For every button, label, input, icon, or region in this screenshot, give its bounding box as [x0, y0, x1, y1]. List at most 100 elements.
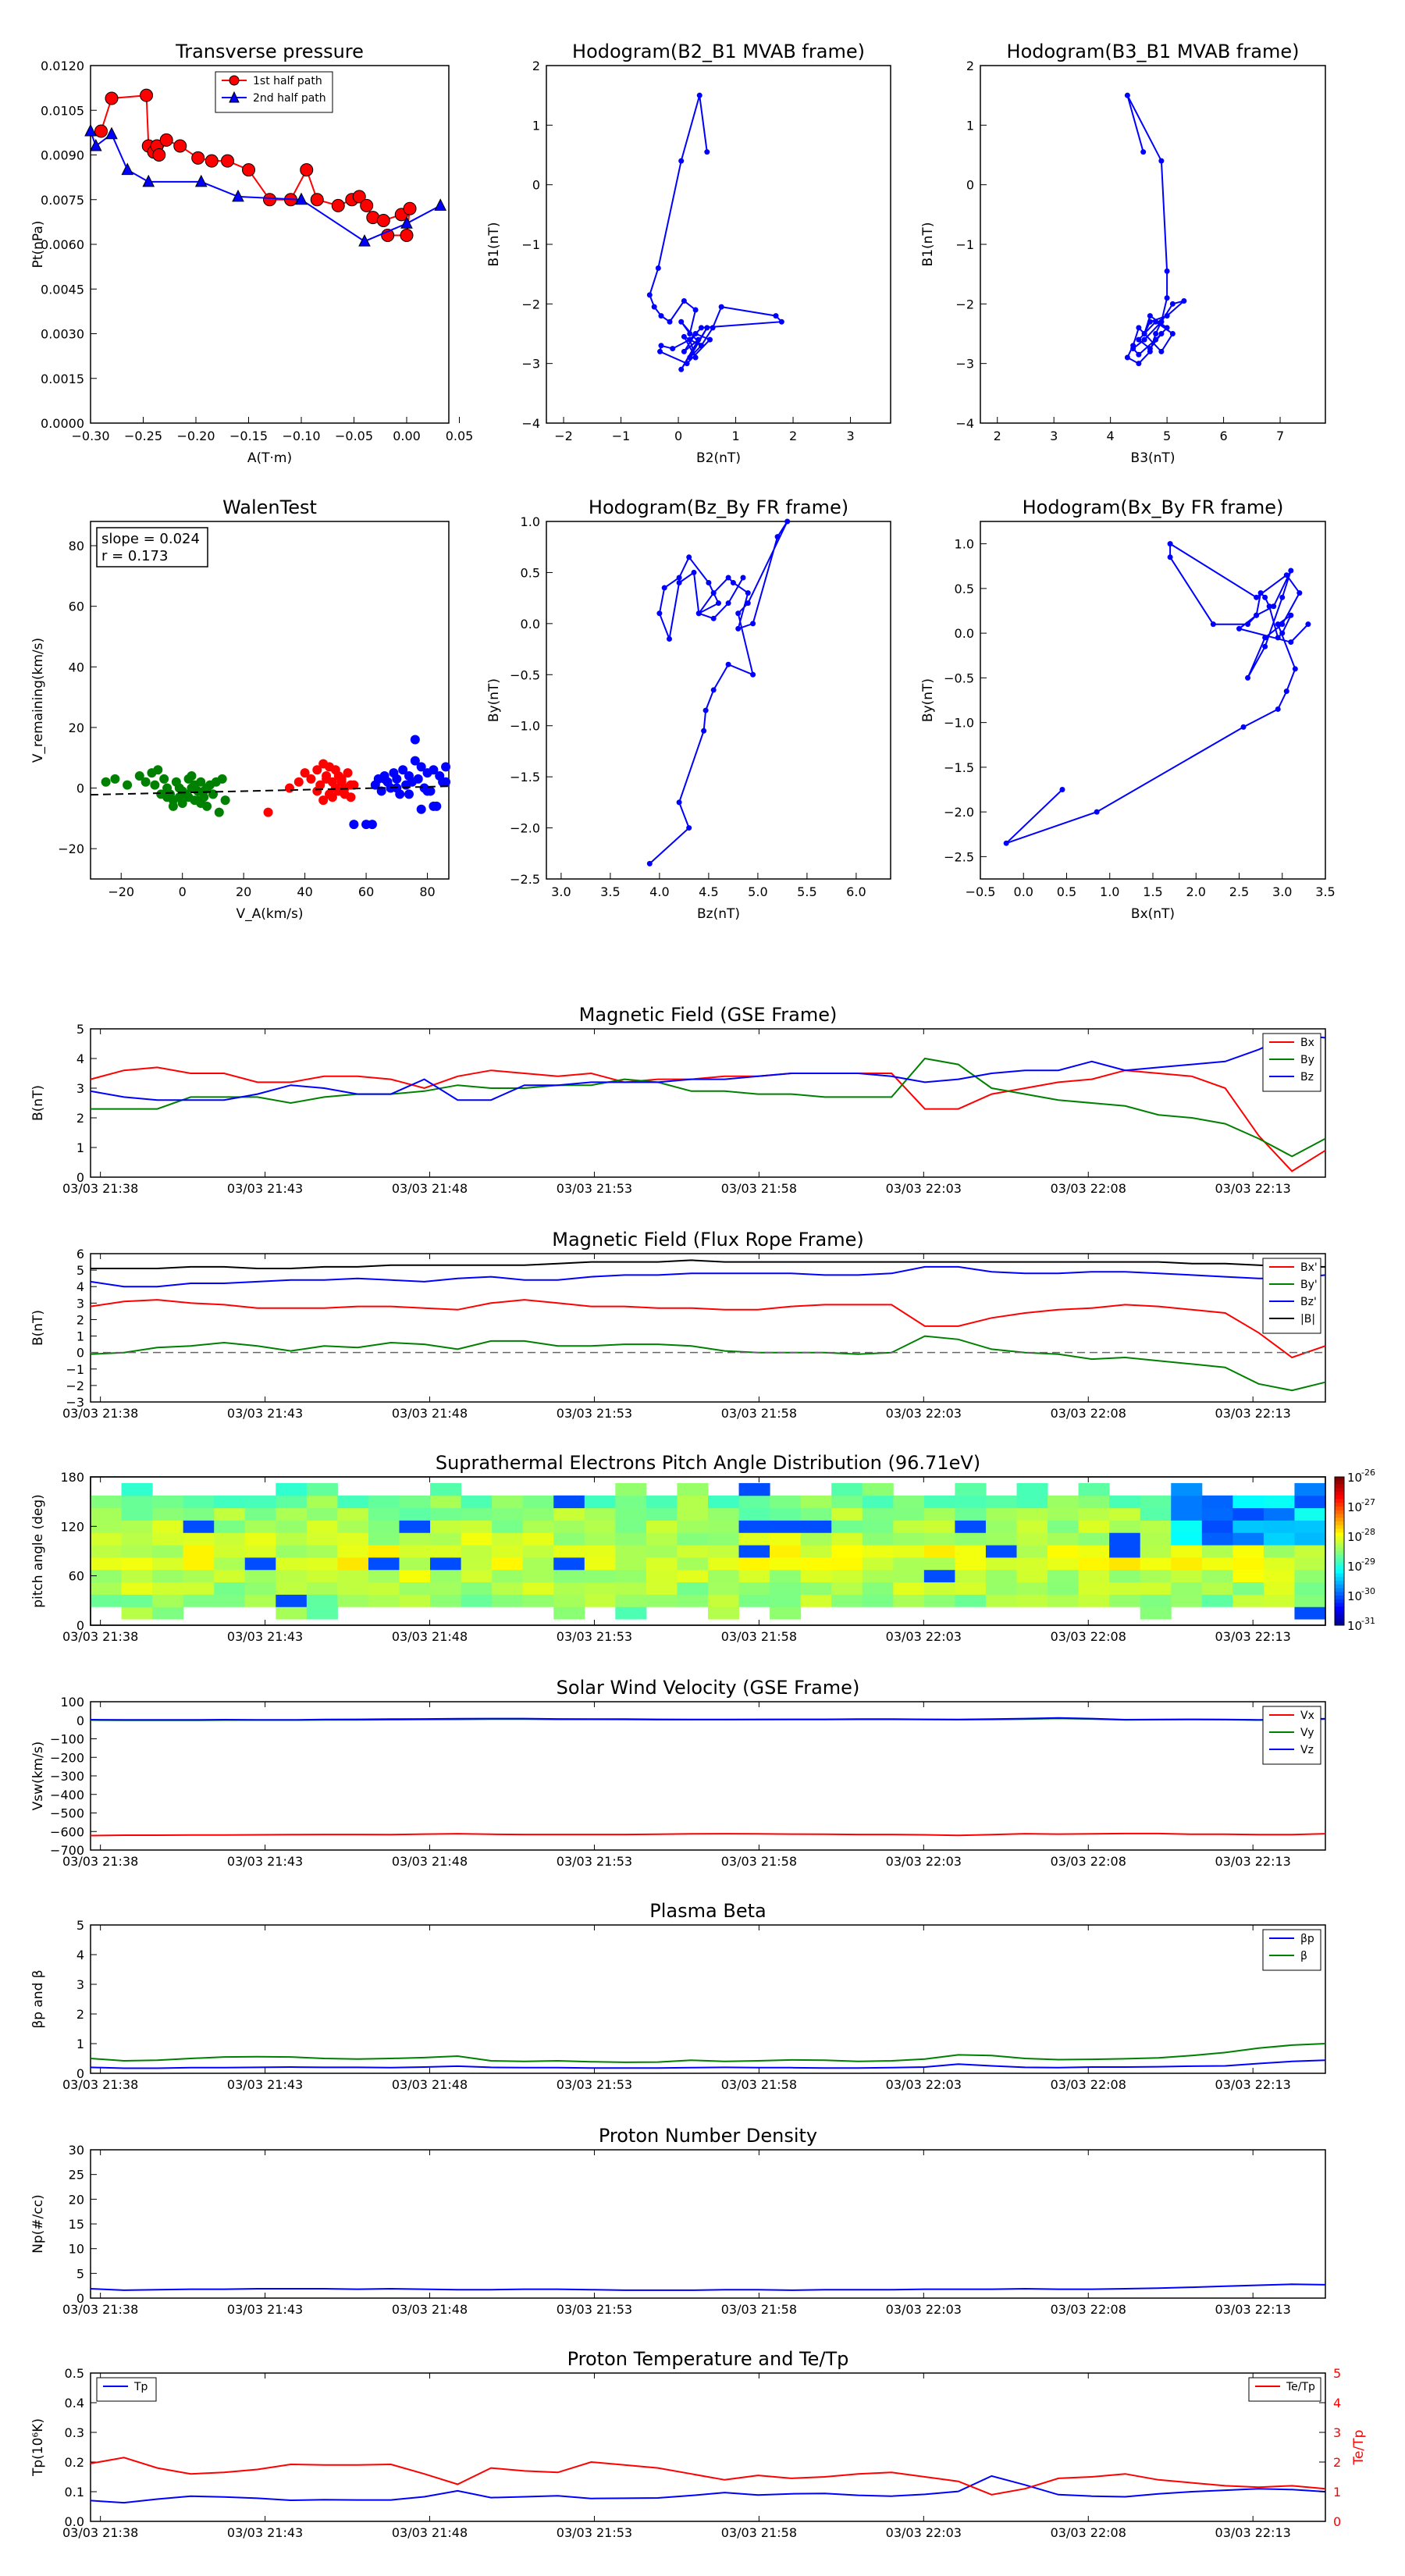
- data-point: [670, 346, 676, 352]
- heatmap-cell: [461, 1495, 493, 1509]
- colorbar-cell: [1335, 1584, 1344, 1589]
- y-tick-label: −2.5: [510, 872, 540, 887]
- heatmap-cell: [368, 1507, 400, 1521]
- legend-box: [1262, 1929, 1321, 1971]
- legend-label: Tp: [133, 2381, 148, 2393]
- x-tick-label: 03/03 21:48: [392, 1854, 468, 1869]
- heatmap-cell: [553, 1594, 585, 1607]
- x-tick-label: 03/03 21:43: [227, 1406, 303, 1421]
- data-point: [710, 590, 717, 596]
- x-tick-label: 1.5: [1143, 884, 1162, 899]
- colorbar-tick-exponent: -27: [1361, 1497, 1375, 1507]
- x-tick-label: 03/03 21:58: [721, 2302, 797, 2317]
- colorbar-cell: [1335, 1521, 1344, 1526]
- heatmap-cell: [770, 1582, 802, 1595]
- data-point: [140, 777, 151, 787]
- heatmap-cell: [152, 1557, 184, 1571]
- heatmap-cell: [584, 1594, 616, 1607]
- y-axis-label: B(nT): [30, 1310, 46, 1346]
- data-point: [1167, 541, 1173, 547]
- series-line: [90, 1265, 1326, 1288]
- colorbar-cell: [1335, 1510, 1344, 1514]
- heatmap-cell: [708, 1507, 740, 1521]
- plot-title: Hodogram(Bz_By FR frame): [589, 496, 848, 518]
- x-tick-label: 03/03 22:03: [886, 2302, 962, 2317]
- heatmap-cell: [1016, 1520, 1048, 1533]
- data-point: [745, 600, 751, 607]
- y-axis-label: Pt(nPa): [30, 221, 46, 269]
- heatmap-cell: [430, 1507, 462, 1521]
- data-point: [400, 229, 414, 243]
- data-point: [681, 298, 687, 304]
- heatmap-cell: [152, 1582, 184, 1595]
- legend-label: Bx': [1300, 1261, 1318, 1274]
- data-point: [306, 774, 316, 784]
- x-tick-label: 03/03 21:48: [392, 1629, 468, 1644]
- data-point: [1245, 621, 1251, 628]
- heatmap-cell: [276, 1482, 308, 1496]
- heatmap-cell: [553, 1545, 585, 1558]
- heatmap-cell: [955, 1482, 987, 1496]
- heatmap-cell: [615, 1582, 647, 1595]
- plot-title: Plasma Beta: [649, 1900, 766, 1922]
- plot-frame: [980, 65, 1326, 424]
- heatmap-cell: [337, 1582, 369, 1595]
- colorbar-cell: [1335, 1480, 1344, 1485]
- series-line: [90, 2043, 1326, 2063]
- heatmap-cell: [1048, 1495, 1080, 1509]
- y-tick-label: 40: [69, 660, 84, 674]
- plot-frame: [546, 521, 891, 880]
- heatmap-cell: [1294, 1557, 1326, 1571]
- data-point: [205, 154, 219, 168]
- heatmap-cell: [1171, 1594, 1203, 1607]
- y-tick-label: 3: [1333, 2425, 1341, 2440]
- plot-frame: [90, 1924, 1326, 2074]
- x-tick-label: 03/03 22:03: [886, 2525, 962, 2540]
- y-tick-label: 5: [76, 2266, 84, 2281]
- y-tick-label: 15: [69, 2217, 84, 2232]
- heatmap-cell: [1232, 1532, 1264, 1546]
- heatmap-cell: [183, 1557, 215, 1571]
- heatmap-cell: [800, 1532, 832, 1546]
- series-line: [90, 2059, 1326, 2069]
- heatmap-cell: [1201, 1495, 1233, 1509]
- data-point: [220, 795, 230, 806]
- heatmap-cell: [584, 1569, 616, 1583]
- x-tick-label: 03/03 21:58: [721, 1406, 797, 1421]
- x-axis-label: Bx(nT): [1131, 906, 1175, 922]
- heatmap-cell: [152, 1569, 184, 1583]
- heatmap-cell: [738, 1557, 770, 1571]
- heatmap-cell: [121, 1482, 153, 1496]
- heatmap-cell: [893, 1582, 925, 1595]
- heatmap-cell: [553, 1557, 585, 1571]
- y-tick-label: 5: [76, 1022, 84, 1037]
- data-point: [1158, 158, 1165, 164]
- heatmap-cell: [430, 1532, 462, 1546]
- plot-frame: [546, 65, 891, 424]
- series-line: [90, 2457, 1326, 2496]
- heatmap-cell: [770, 1532, 802, 1546]
- heatmap-cell: [1016, 1569, 1048, 1583]
- heatmap-cell: [183, 1507, 215, 1521]
- heatmap-cell: [1078, 1495, 1110, 1509]
- colorbar-cell: [1335, 1484, 1344, 1489]
- heatmap-cell: [399, 1569, 431, 1583]
- data-point: [1262, 594, 1268, 600]
- x-tick-label: 03/03 22:03: [886, 1181, 962, 1196]
- series-line: [90, 1832, 1326, 1837]
- heatmap-cell: [923, 1495, 955, 1509]
- data-point: [140, 88, 154, 102]
- heatmap-cell: [121, 1594, 153, 1607]
- data-point: [346, 780, 356, 790]
- heatmap-cell: [276, 1520, 308, 1533]
- x-axis-label: B3(nT): [1131, 450, 1176, 466]
- heatmap-cell: [461, 1520, 493, 1533]
- heatmap-cell: [893, 1532, 925, 1546]
- data-point: [142, 174, 155, 187]
- heatmap-cell: [831, 1557, 863, 1571]
- heatmap-cell: [522, 1582, 554, 1595]
- y-tick-label: −600: [50, 1824, 84, 1839]
- heatmap-cell: [214, 1520, 246, 1533]
- heatmap-cell: [677, 1482, 709, 1496]
- y-tick-label: 20: [69, 2192, 84, 2207]
